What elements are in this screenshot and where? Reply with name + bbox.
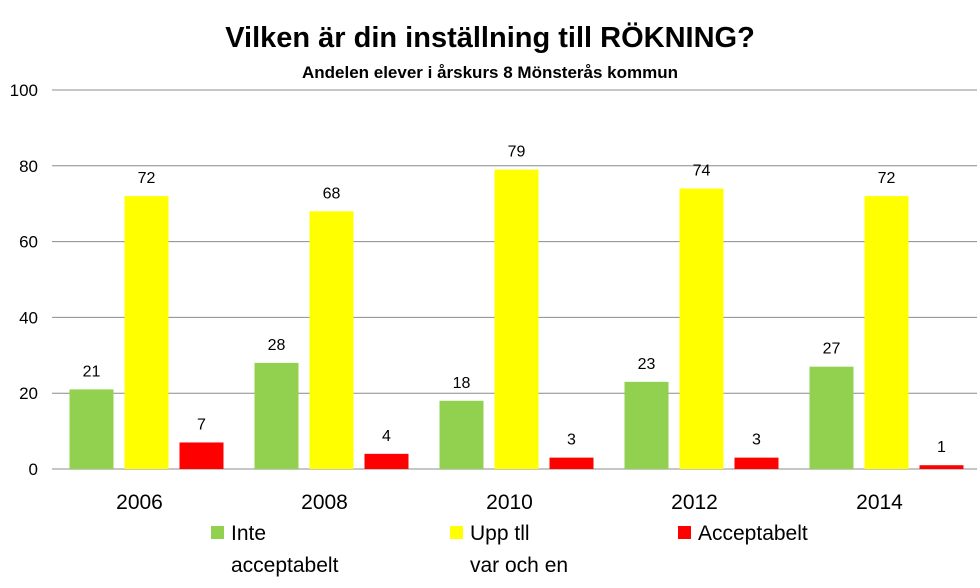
- legend-label: Acceptabelt: [698, 522, 808, 545]
- legend: Inte acceptabelt Upp tll var och en Acceptab…: [211, 522, 808, 577]
- legend-label: Upp tll: [470, 522, 530, 545]
- chart-title: Vilken är din inställning till RÖKNING?: [225, 21, 755, 54]
- x-tick-label: 2014: [856, 491, 903, 514]
- x-tick-label: 2008: [301, 491, 348, 514]
- data-label: 1: [937, 439, 946, 456]
- legend-swatch: [678, 526, 691, 539]
- data-label: 74: [693, 163, 711, 180]
- bar: [179, 442, 224, 469]
- bar: [919, 465, 964, 469]
- bar: [494, 169, 539, 469]
- bar: [124, 196, 169, 469]
- bar: [364, 453, 409, 469]
- legend-label: var och en: [470, 554, 568, 577]
- bars: [69, 169, 964, 470]
- bar: [309, 211, 354, 469]
- y-tick-label: 20: [19, 384, 38, 403]
- bar: [624, 381, 669, 469]
- data-label: 68: [323, 185, 341, 202]
- data-label: 7: [197, 416, 206, 433]
- legend-label: acceptabelt: [231, 554, 339, 577]
- data-label: 4: [382, 428, 391, 445]
- data-label: 72: [878, 170, 896, 187]
- legend-swatch: [211, 526, 224, 539]
- bar: [864, 196, 909, 469]
- legend-swatch: [450, 526, 463, 539]
- y-tick-label: 100: [10, 81, 38, 100]
- data-label: 27: [823, 341, 841, 358]
- data-labels: 21 72 7 28 68 4 18 79 3 23 74 3 27 72 1: [83, 144, 946, 457]
- x-tick-label: 2010: [486, 491, 533, 514]
- data-label: 79: [508, 144, 526, 161]
- data-label: 23: [638, 356, 656, 373]
- data-label: 21: [83, 363, 101, 380]
- x-tick-label: 2012: [671, 491, 718, 514]
- y-tick-label: 40: [19, 308, 38, 327]
- legend-label: Inte: [231, 522, 266, 545]
- bar: [69, 389, 114, 469]
- data-label: 18: [453, 375, 471, 392]
- data-label: 72: [138, 170, 156, 187]
- bar: [679, 188, 724, 470]
- y-axis-ticks: 0 20 40 60 80 100: [10, 81, 38, 479]
- x-axis-ticks: 2006 2008 2010 2012 2014: [116, 491, 903, 514]
- bar: [549, 457, 594, 469]
- data-label: 28: [268, 337, 286, 354]
- y-tick-label: 80: [19, 157, 38, 176]
- bar: [809, 366, 854, 469]
- legend-item: Acceptabelt: [678, 522, 808, 545]
- chart-subtitle: Andelen elever i årskurs 8 Mönsterås kom…: [302, 63, 678, 82]
- bar: [439, 400, 484, 469]
- data-label: 3: [752, 432, 761, 449]
- legend-item: Upp tll var och en: [450, 522, 568, 577]
- bar: [734, 457, 779, 469]
- x-tick-label: 2006: [116, 491, 163, 514]
- bar: [254, 362, 299, 469]
- y-tick-label: 60: [19, 233, 38, 252]
- legend-item: Inte acceptabelt: [211, 522, 339, 577]
- data-label: 3: [567, 432, 576, 449]
- y-tick-label: 0: [29, 460, 38, 479]
